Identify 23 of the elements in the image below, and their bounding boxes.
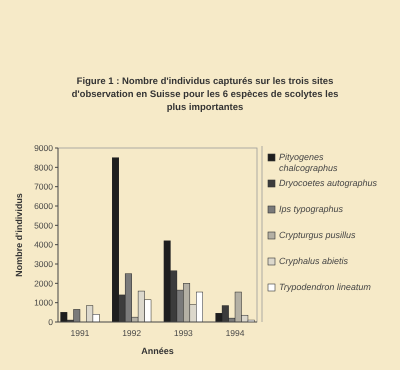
- legend-label: Cryphalus abietis: [279, 256, 349, 266]
- y-tick-label: 1000: [34, 298, 54, 308]
- y-tick-label: 7000: [34, 182, 54, 192]
- y-tick-label: 3000: [34, 258, 54, 269]
- x-tick-label: 1993: [174, 328, 194, 338]
- y-tick-label: 9000: [34, 142, 54, 153]
- legend-label: Trypodendron lineatum: [279, 282, 372, 292]
- legend-label: Pityogenes chalcographus: [279, 152, 338, 173]
- x-axis-title: Années: [141, 346, 174, 356]
- legend-label: Dryocoetes autographus: [279, 178, 378, 188]
- y-tick-label: 0: [48, 316, 54, 327]
- x-tick-label: 1994: [226, 328, 245, 338]
- y-axis-title: Nombre d'individus: [14, 193, 24, 277]
- legend-label: Ips typographus: [279, 204, 344, 214]
- legend-label: Crypturgus pusillus: [279, 230, 356, 240]
- y-tick-label: 6000: [34, 200, 54, 211]
- y-tick-label: 5000: [34, 220, 54, 230]
- x-tick-label: 1991: [70, 328, 90, 338]
- y-tick-label: 2000: [34, 278, 54, 288]
- y-tick-label: 4000: [34, 240, 54, 250]
- x-tick-label: 1992: [122, 328, 142, 338]
- y-tick-label: 8000: [34, 162, 54, 172]
- chart-title: Figure 1 : Nombre d'individus capturés sur les trois sites d'observation en Suisse pour les 6 espèces de scolytes les plus importantes: [72, 76, 338, 113]
